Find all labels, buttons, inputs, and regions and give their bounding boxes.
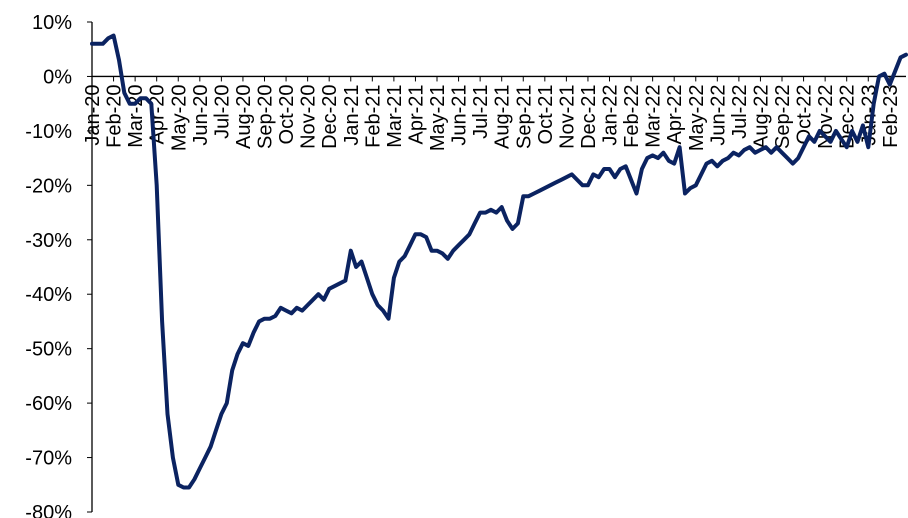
x-tick-label: Nov-21 <box>556 84 578 148</box>
x-tick-label: Apr-21 <box>405 84 427 144</box>
x-tick-label: Mar-20 <box>125 84 147 147</box>
y-tick-label: -20% <box>25 175 72 197</box>
x-tick-label: Jan-20 <box>82 84 104 145</box>
x-tick-label: Feb-20 <box>104 84 126 147</box>
y-tick-label: -10% <box>25 121 72 143</box>
x-tick-label: Mar-21 <box>384 84 406 147</box>
x-tick-label: Oct-22 <box>794 84 816 144</box>
x-tick-label: May-22 <box>686 84 708 151</box>
x-tick-label: Jun-22 <box>707 84 729 145</box>
x-tick-label: Sep-22 <box>772 84 794 149</box>
x-tick-label: Jun-21 <box>449 84 471 145</box>
y-tick-label: -80% <box>25 502 72 518</box>
x-tick-label: Jan-22 <box>600 84 622 145</box>
x-tick-label: Feb-22 <box>621 84 643 147</box>
x-tick-label: Jul-22 <box>729 84 751 138</box>
x-tick-label: Jun-20 <box>190 84 212 145</box>
x-tick-label: May-21 <box>427 84 449 151</box>
x-tick-label: May-20 <box>168 84 190 151</box>
x-tick-label: Aug-20 <box>233 84 255 149</box>
x-tick-label: Apr-20 <box>147 84 169 144</box>
x-tick-label: Nov-20 <box>298 84 320 148</box>
x-tick-label: Dec-20 <box>319 84 341 148</box>
y-tick-label: 10% <box>32 12 72 34</box>
x-tick-label: Feb-21 <box>362 84 384 147</box>
x-tick-label: Oct-21 <box>535 84 557 144</box>
y-tick-label: -70% <box>25 448 72 470</box>
y-tick-label: -30% <box>25 230 72 252</box>
x-tick-label: Apr-22 <box>664 84 686 144</box>
x-tick-label: Oct-20 <box>276 84 298 144</box>
data-line <box>90 33 908 490</box>
x-tick-label: Sep-20 <box>255 84 277 149</box>
x-tick-label: Sep-21 <box>513 84 535 149</box>
x-tick-label: Aug-21 <box>492 84 514 149</box>
x-tick-label: Jul-21 <box>470 84 492 138</box>
y-tick-label: -60% <box>25 393 72 415</box>
x-tick-label: Aug-22 <box>750 84 772 149</box>
y-tick-label: -50% <box>25 339 72 361</box>
y-tick-label: -40% <box>25 284 72 306</box>
x-tick-label: Mar-22 <box>643 84 665 147</box>
x-tick-label: Feb-23 <box>880 84 902 147</box>
x-tick-label: Jul-20 <box>211 84 233 138</box>
y-tick-label: 0% <box>43 66 72 88</box>
x-tick-label: Jan-21 <box>341 84 363 145</box>
x-tick-label: Dec-21 <box>578 84 600 148</box>
